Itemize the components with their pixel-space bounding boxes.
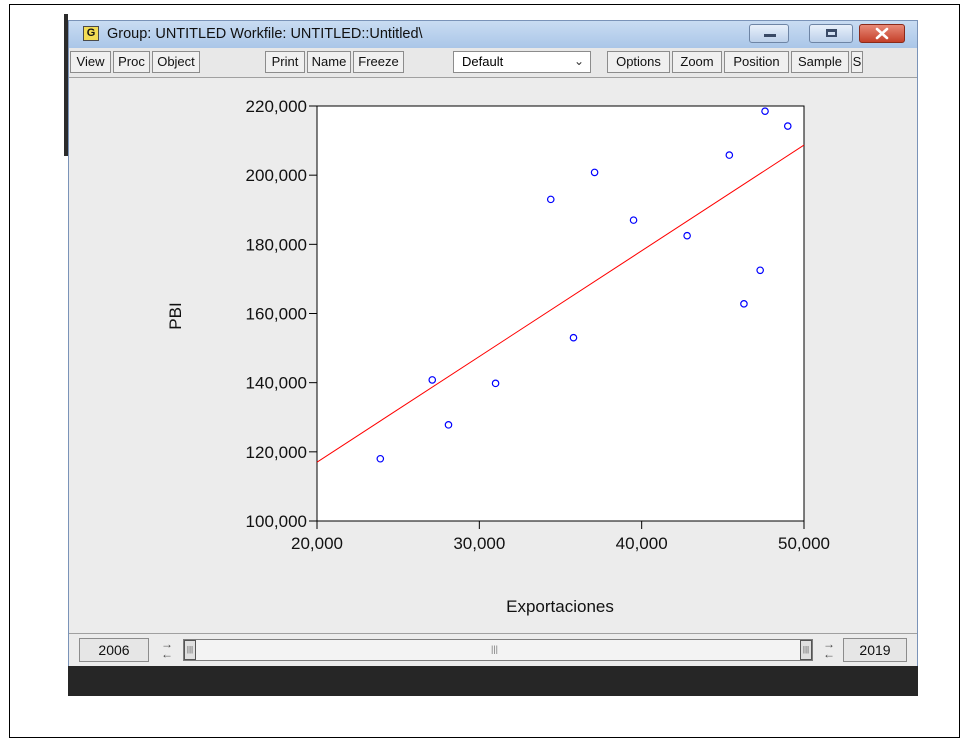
slider-left-handle[interactable]: |||: [184, 640, 196, 660]
toolbar: View Proc Object Print Name Freeze Defau…: [69, 48, 917, 78]
sample-button[interactable]: Sample: [791, 51, 849, 73]
y-tick-label: 120,000: [246, 443, 307, 462]
sample-range-slider[interactable]: ||| ||| |||: [183, 639, 813, 661]
data-point: [629, 216, 638, 224]
swap-arrows-left-icon[interactable]: → ←: [161, 637, 173, 661]
object-button[interactable]: Object: [152, 51, 200, 73]
proc-button[interactable]: Proc: [113, 51, 150, 73]
data-point: [761, 107, 769, 115]
data-point: [376, 454, 385, 463]
data-point: [756, 266, 764, 275]
y-tick-label: 160,000: [246, 305, 307, 324]
title-bar[interactable]: G Group: UNTITLED Workfile: UNTITLED::Un…: [69, 21, 917, 48]
data-point: [428, 376, 437, 384]
view-button[interactable]: View: [70, 51, 111, 73]
options-button[interactable]: Options: [607, 51, 670, 73]
stats-button-partial[interactable]: S: [851, 51, 863, 73]
dropdown-value: Default: [462, 54, 504, 69]
data-point: [783, 122, 792, 130]
scatter-chart: 100,000 120,000 140,000 160,000 180,000 200,0…: [166, 97, 830, 616]
end-year: 2019: [843, 638, 907, 662]
close-icon[interactable]: [859, 24, 905, 43]
y-tick-label: 200,000: [246, 166, 307, 185]
y-tick-label: 100,000: [246, 512, 307, 531]
slider-grip-icon: |||: [491, 644, 499, 654]
group-icon: G: [83, 26, 99, 41]
position-button[interactable]: Position: [724, 51, 789, 73]
graph-template-dropdown[interactable]: Default ⌄: [453, 51, 591, 73]
plot-frame: [316, 105, 805, 522]
start-year: 2006: [79, 638, 149, 662]
freeze-button[interactable]: Freeze: [353, 51, 404, 73]
minimize-icon[interactable]: [749, 24, 789, 43]
y-tick-label: 180,000: [246, 235, 307, 254]
zoom-button[interactable]: Zoom: [672, 51, 722, 73]
window-title: Group: UNTITLED Workfile: UNTITLED::Unti…: [107, 26, 423, 42]
data-point: [740, 300, 748, 308]
data-point: [725, 151, 734, 159]
sample-slider-bar: 2006 → ← ||| ||| ||| → ← 2019: [69, 633, 917, 666]
y-tick-label: 220,000: [246, 97, 307, 116]
print-button[interactable]: Print: [265, 51, 305, 73]
data-point: [683, 231, 691, 240]
regression-line: [316, 144, 805, 463]
data-point: [444, 421, 453, 429]
data-point: [491, 379, 500, 388]
y-axis-label: PBI: [166, 302, 185, 329]
x-tick-label: 30,000: [453, 534, 505, 553]
name-button[interactable]: Name: [307, 51, 351, 73]
swap-arrows-right-icon[interactable]: → ←: [823, 637, 835, 661]
x-axis-label: Exportaciones: [506, 597, 614, 616]
slider-right-handle[interactable]: |||: [800, 640, 812, 660]
x-tick-label: 50,000: [778, 534, 830, 553]
y-tick-label: 140,000: [246, 374, 307, 393]
left-edge-bar: [64, 14, 68, 156]
taskbar-strip: [68, 666, 918, 696]
data-point: [546, 195, 555, 204]
maximize-icon[interactable]: [809, 24, 853, 43]
graph-area: 100,000 120,000 140,000 160,000 180,000 200,0…: [69, 78, 917, 634]
x-tick-label: 40,000: [616, 534, 668, 553]
data-point: [569, 333, 578, 342]
eviews-group-window: G Group: UNTITLED Workfile: UNTITLED::Un…: [68, 20, 918, 666]
chevron-down-icon: ⌄: [573, 54, 584, 68]
x-tick-label: 20,000: [291, 534, 343, 553]
data-point: [590, 168, 599, 177]
